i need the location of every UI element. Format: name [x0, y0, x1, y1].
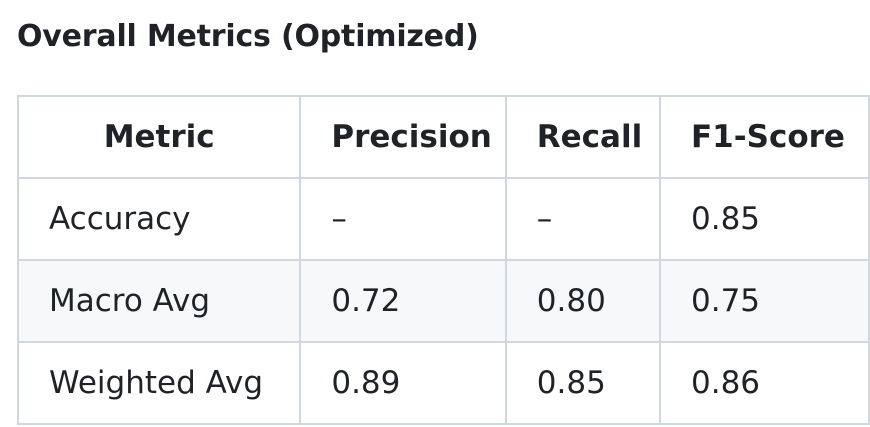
metric-name-cell: Macro Avg [16, 259, 302, 343]
f1-score-cell: 0.75 [659, 259, 870, 343]
column-header-recall: Recall [504, 95, 662, 179]
column-header-f1-score: F1-Score [659, 95, 870, 179]
f1-score-cell: 0.86 [659, 341, 870, 425]
section-title: Overall Metrics (Optimized) [17, 19, 479, 54]
recall-cell: 0.85 [504, 341, 662, 425]
precision-cell: 0.89 [299, 341, 507, 425]
f1-score-cell: 0.85 [659, 177, 870, 261]
precision-cell: 0.72 [299, 259, 507, 343]
table-row: Weighted Avg 0.89 0.85 0.86 [16, 341, 870, 425]
table-row: Accuracy – – 0.85 [16, 177, 870, 261]
column-header-precision: Precision [299, 95, 507, 179]
metric-name-cell: Accuracy [16, 177, 302, 261]
metric-name-cell: Weighted Avg [16, 341, 302, 425]
precision-cell: – [299, 177, 507, 261]
column-header-metric: Metric [16, 95, 302, 179]
table-row: Macro Avg 0.72 0.80 0.75 [16, 259, 870, 343]
metrics-table: Metric Precision Recall F1-Score Accurac… [16, 95, 870, 425]
recall-cell: – [504, 177, 662, 261]
table-header-row: Metric Precision Recall F1-Score [16, 95, 870, 179]
recall-cell: 0.80 [504, 259, 662, 343]
